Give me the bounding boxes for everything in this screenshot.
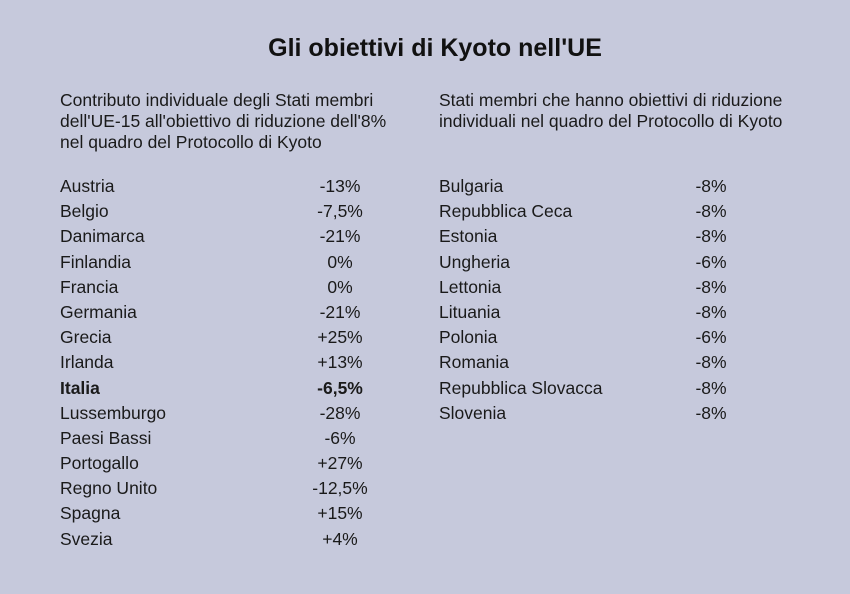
target-value: -6% xyxy=(695,327,727,348)
list-item: Belgio -7,5% xyxy=(60,199,420,224)
country-name: Finlandia xyxy=(60,251,132,272)
country-name: Svezia xyxy=(60,528,113,549)
heading-line: Stati membri che hanno obiettivi di ridu… xyxy=(439,90,783,110)
individual-targets-column: Stati membri che hanno obiettivi di ridu… xyxy=(439,90,839,426)
list-item: Paesi Bassi -6% xyxy=(60,426,420,451)
country-name: Ungheria xyxy=(439,251,511,272)
country-name: Repubblica Slovacca xyxy=(439,377,603,398)
target-value: -21% xyxy=(319,226,361,247)
target-value: +4% xyxy=(322,528,358,549)
country-name: Irlanda xyxy=(60,352,114,373)
eu15-list: Austria -13% Belgio -7,5% Danimarca -21% Fi… xyxy=(60,174,420,552)
country-name: Grecia xyxy=(60,327,112,348)
target-value: -13% xyxy=(319,176,361,196)
target-value: +25% xyxy=(317,327,363,348)
list-item: Ungheria -6% xyxy=(439,250,839,275)
target-value: -8% xyxy=(695,402,727,423)
target-value: -8% xyxy=(695,201,727,222)
target-value: +15% xyxy=(317,503,363,524)
heading-line: individuali nel quadro del Protocollo di… xyxy=(439,111,783,131)
list-item: Danimarca -21% xyxy=(60,224,420,249)
list-item: Grecia +25% xyxy=(60,325,420,350)
list-item: Lussemburgo -28% xyxy=(60,401,420,426)
target-value: -7,5% xyxy=(317,201,363,222)
heading-line: nel quadro del Protocollo di Kyoto xyxy=(60,132,322,152)
list-item: Estonia -8% xyxy=(439,224,839,249)
country-name: Austria xyxy=(60,176,115,196)
target-value: -21% xyxy=(319,301,361,322)
eu15-heading: Contributo individuale degli Stati membr… xyxy=(60,90,420,174)
page-title: Gli obiettivi di Kyoto nell'UE xyxy=(268,34,602,62)
country-name: Lussemburgo xyxy=(60,402,167,423)
eu15-column: Contributo individuale degli Stati membr… xyxy=(60,90,420,552)
list-item: Irlanda +13% xyxy=(60,350,420,375)
list-item: Francia 0% xyxy=(60,275,420,300)
target-value: +13% xyxy=(317,352,363,373)
list-item: Lituania -8% xyxy=(439,300,839,325)
target-value: -6,5% xyxy=(317,377,363,398)
list-item: Polonia -6% xyxy=(439,325,839,350)
list-item: Finlandia 0% xyxy=(60,250,420,275)
list-item: Svezia +4% xyxy=(60,527,420,552)
list-item: Spagna +15% xyxy=(60,501,420,526)
target-value: -8% xyxy=(695,226,727,247)
list-item: Bulgaria -8% xyxy=(439,174,839,199)
country-name: Germania xyxy=(60,301,137,322)
target-value: -6% xyxy=(695,251,727,272)
country-name: Danimarca xyxy=(60,226,145,247)
individual-targets-heading: Stati membri che hanno obiettivi di ridu… xyxy=(439,90,839,174)
target-value: -8% xyxy=(695,176,727,196)
country-name: Belgio xyxy=(60,201,109,222)
country-name: Lituania xyxy=(439,301,501,322)
list-item: Lettonia -8% xyxy=(439,275,839,300)
target-value: -12,5% xyxy=(312,478,368,499)
country-name: Francia xyxy=(60,276,119,297)
country-name: Portogallo xyxy=(60,453,139,474)
target-value: -28% xyxy=(319,402,361,423)
list-item: Slovenia -8% xyxy=(439,401,839,426)
country-name: Lettonia xyxy=(439,276,502,297)
list-item: Portogallo +27% xyxy=(60,451,420,476)
country-name: Repubblica Ceca xyxy=(439,201,573,222)
target-value: -8% xyxy=(695,276,727,297)
heading-line: Contributo individuale degli Stati membr… xyxy=(60,90,374,110)
country-name: Estonia xyxy=(439,226,498,247)
target-value: +27% xyxy=(317,453,363,474)
country-name: Slovenia xyxy=(439,402,507,423)
list-item: Romania -8% xyxy=(439,350,839,375)
list-item: Germania -21% xyxy=(60,300,420,325)
country-name: Paesi Bassi xyxy=(60,427,152,448)
target-value: -8% xyxy=(695,352,727,373)
list-item: Repubblica Slovacca -8% xyxy=(439,376,839,401)
list-item: Repubblica Ceca -8% xyxy=(439,199,839,224)
country-name: Romania xyxy=(439,352,510,373)
target-value: 0% xyxy=(327,276,353,297)
target-value: -8% xyxy=(695,377,727,398)
list-item-highlighted: Italia -6,5% xyxy=(60,376,420,401)
list-item: Regno Unito -12,5% xyxy=(60,476,420,501)
country-name: Italia xyxy=(60,377,100,398)
individual-targets-list: Bulgaria -8% Repubblica Ceca -8% Estonia -8… xyxy=(439,174,839,426)
country-name: Bulgaria xyxy=(439,176,504,196)
country-name: Spagna xyxy=(60,503,121,524)
heading-line: dell'UE-15 all'obiettivo di riduzione de… xyxy=(60,111,387,131)
target-value: -8% xyxy=(695,301,727,322)
target-value: 0% xyxy=(327,251,353,272)
country-name: Polonia xyxy=(439,327,498,348)
target-value: -6% xyxy=(324,427,356,448)
list-item: Austria -13% xyxy=(60,174,420,199)
country-name: Regno Unito xyxy=(60,478,158,499)
